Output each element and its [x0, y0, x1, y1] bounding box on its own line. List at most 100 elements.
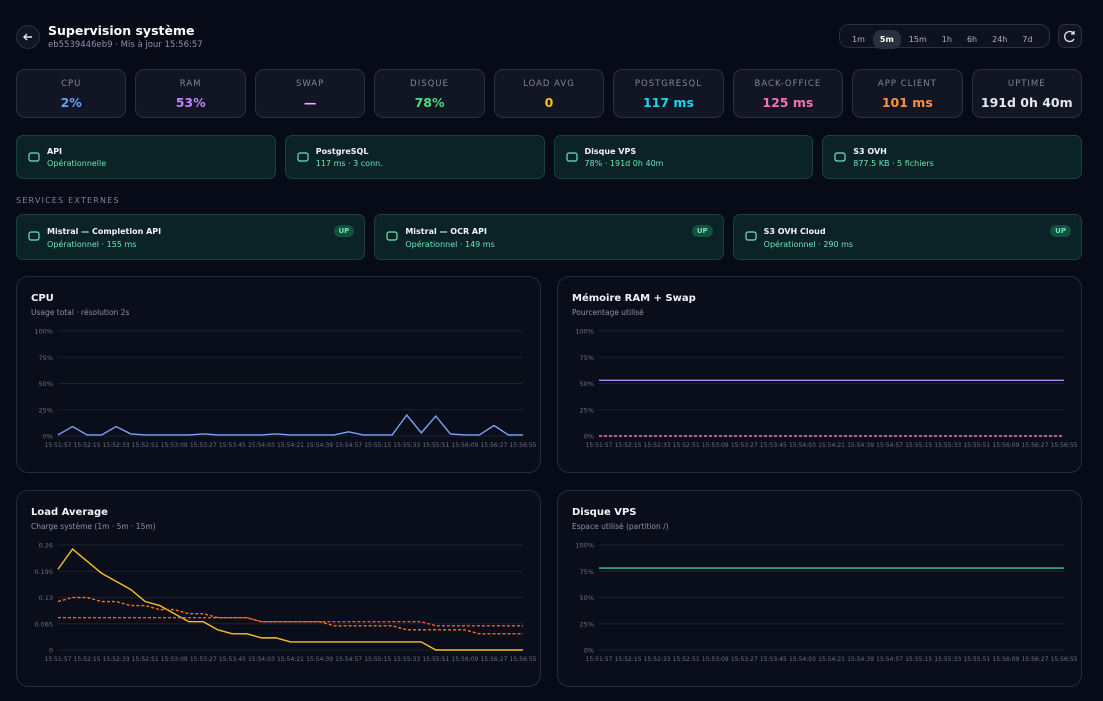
- x-tick-label: 15:52:15: [74, 442, 101, 449]
- icon-shape: [565, 152, 578, 162]
- metric-card: CPU 2%: [16, 69, 127, 118]
- metric-label: APP CLIENT: [877, 79, 937, 89]
- chart-card: Mémoire RAM + Swap Pourcentage utilisé 0% 2…: [557, 276, 1082, 473]
- y-tick-label: 0%: [584, 647, 594, 655]
- x-tick-label: 15:53:45: [760, 656, 787, 663]
- metric-label: UPTIME: [1007, 79, 1046, 89]
- status-icon: [386, 231, 398, 241]
- y-tick-label: 25%: [580, 620, 594, 628]
- y-tick-label: 0.065: [34, 620, 53, 628]
- range-button[interactable]: 15m: [908, 35, 927, 44]
- y-tick-label: 75%: [580, 568, 594, 576]
- range-button[interactable]: 1h: [941, 35, 952, 44]
- x-tick-label: 15:52:51: [673, 442, 700, 449]
- y-tick-label: 75%: [580, 354, 594, 362]
- x-tick-label: 15:52:51: [132, 656, 159, 663]
- series-line: [57, 548, 523, 651]
- metric-card: UPTIME 191d 0h 40m: [971, 69, 1082, 118]
- metric-card: RAM 53%: [135, 69, 246, 118]
- y-tick-label: 0%: [584, 433, 594, 441]
- status-icon: [834, 152, 846, 162]
- x-tick-label: 15:52:15: [615, 656, 642, 663]
- metric-value: 117 ms: [642, 95, 694, 110]
- x-tick-label: 15:52:51: [673, 656, 700, 663]
- status-badge: UP: [333, 225, 355, 237]
- status-title: PostgreSQL: [315, 147, 369, 156]
- metric-label: CPU: [61, 79, 82, 89]
- x-tick-label: 15:54:57: [335, 656, 362, 663]
- chart-card: CPU Usage total · résolution 2s 0% 25% 50% 75…: [16, 276, 541, 473]
- x-tick-label: 15:55:15: [905, 442, 932, 449]
- chart-card: Disque VPS Espace utilisé (partition /) 0%…: [557, 490, 1082, 687]
- x-tick-label: 15:56:55: [510, 656, 537, 663]
- x-tick-label: 15:53:45: [219, 442, 246, 449]
- series-line: [58, 616, 523, 627]
- y-tick-label: 25%: [39, 406, 53, 414]
- service-title: Mistral — OCR API: [405, 227, 487, 236]
- x-tick-label: 15:53:09: [702, 656, 729, 663]
- section-title: SERVICES EXTERNES: [16, 196, 120, 205]
- y-tick-label: 75%: [39, 354, 53, 362]
- x-tick-label: 15:56:55: [1051, 656, 1078, 663]
- range-button[interactable]: 6h: [966, 35, 978, 44]
- service-card: Mistral — OCR API Opérationnel · 149 ms UP: [374, 214, 724, 260]
- back-button[interactable]: [16, 25, 40, 49]
- range-button[interactable]: 1m: [852, 35, 865, 44]
- metric-card: LOAD AVG 0: [493, 69, 605, 118]
- icon-shape: [834, 152, 846, 162]
- x-tick-label: 15:56:27: [1021, 442, 1048, 449]
- service-detail: Opérationnel · 290 ms: [763, 240, 854, 249]
- x-tick-label: 15:54:21: [818, 442, 845, 449]
- y-tick-label: 0: [49, 647, 53, 655]
- x-tick-label: 15:52:33: [103, 656, 130, 663]
- metric-label: RAM: [179, 79, 202, 89]
- x-tick-label: 15:56:09: [451, 442, 478, 449]
- y-tick-label: 50%: [580, 380, 594, 388]
- x-tick-label: 15:54:57: [876, 656, 903, 663]
- x-tick-label: 15:55:15: [364, 442, 391, 449]
- x-tick-label: 15:52:33: [644, 656, 671, 663]
- chart-subtitle: Pourcentage utilisé: [572, 308, 644, 317]
- y-tick-label: 50%: [39, 380, 53, 388]
- status-icon: [745, 231, 757, 241]
- x-tick-label: 15:56:09: [451, 656, 478, 663]
- range-button[interactable]: 5m: [872, 30, 901, 49]
- status-icon: [565, 152, 578, 162]
- x-tick-label: 15:54:03: [248, 656, 275, 663]
- x-tick-label: 15:56:27: [480, 442, 507, 449]
- status-title: API: [47, 147, 63, 156]
- refresh-button[interactable]: [1058, 24, 1082, 48]
- metric-value: 2%: [60, 95, 82, 110]
- x-tick-label: 15:55:33: [393, 442, 420, 449]
- range-button[interactable]: 24h: [992, 35, 1008, 44]
- y-tick-label: 100%: [575, 542, 594, 550]
- metric-card: SWAP —: [254, 69, 366, 118]
- x-tick-label: 15:54:39: [847, 656, 874, 663]
- chart: CPU Usage total · résolution 2s 0% 25% 50% 75…: [31, 293, 537, 449]
- chart-subtitle: Espace utilisé (partition /): [572, 522, 669, 531]
- range-button[interactable]: 7d: [1022, 35, 1033, 44]
- status-detail: 78% · 191d 0h 40m: [584, 159, 664, 168]
- x-tick-label: 15:54:39: [306, 442, 333, 449]
- service-title: S3 OVH Cloud: [763, 227, 826, 236]
- status-icon: [28, 152, 40, 162]
- y-tick-label: 0.195: [34, 568, 53, 576]
- y-tick-label: 0.13: [39, 594, 53, 602]
- x-tick-label: 15:56:55: [510, 442, 537, 449]
- metric-card: BACK-OFFICE 125 ms: [732, 69, 844, 118]
- metric-value: 191d 0h 40m: [980, 95, 1073, 110]
- x-tick-label: 15:55:51: [963, 656, 990, 663]
- x-tick-label: 15:55:51: [963, 442, 990, 449]
- x-tick-label: 15:53:09: [161, 656, 188, 663]
- y-tick-label: 50%: [580, 594, 594, 602]
- chart-title: Disque VPS: [572, 507, 637, 518]
- status-title: S3 OVH: [853, 147, 887, 156]
- metric-card: APP CLIENT 101 ms: [852, 69, 963, 118]
- chart-subtitle: Usage total · résolution 2s: [31, 308, 129, 317]
- refresh-icon: [1064, 30, 1075, 43]
- x-tick-label: 15:53:27: [190, 442, 217, 449]
- y-tick-label: 25%: [580, 406, 594, 414]
- x-tick-label: 15:56:09: [992, 442, 1019, 449]
- x-tick-label: 15:53:09: [702, 442, 729, 449]
